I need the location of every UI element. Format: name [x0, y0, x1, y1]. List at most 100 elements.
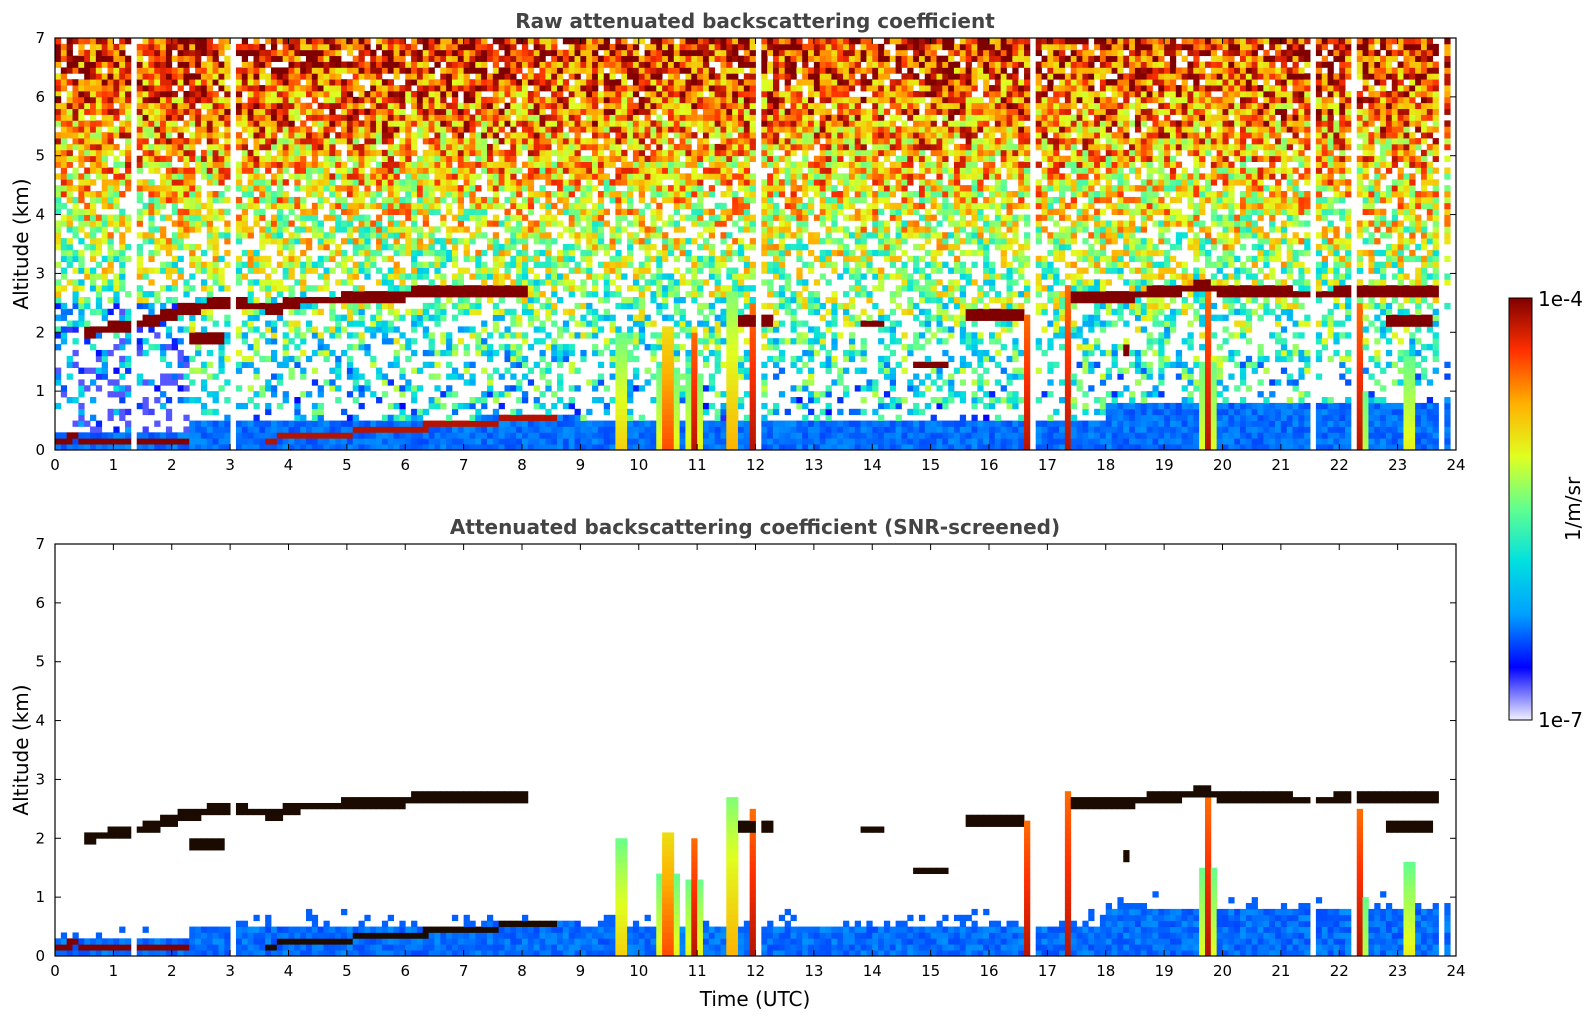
- heatmap-cell: [609, 155, 616, 162]
- heatmap-cell: [235, 43, 243, 51]
- heatmap-cell: [346, 96, 354, 104]
- heatmap-cell: [171, 173, 178, 180]
- heatmap-cell: [177, 43, 184, 51]
- heatmap-cell: [504, 185, 511, 192]
- heatmap-cell: [586, 185, 593, 192]
- heatmap-cell: [247, 149, 254, 157]
- heatmap-cell: [142, 438, 149, 445]
- heatmap-cell: [259, 155, 266, 162]
- heatmap-cell: [206, 102, 214, 110]
- heatmap-cell: [597, 67, 605, 74]
- heatmap-cell: [259, 102, 266, 110]
- heatmap-cell: [335, 367, 342, 374]
- heatmap-cell: [218, 49, 225, 57]
- heatmap-cell: [282, 220, 289, 227]
- heatmap-cell: [592, 149, 599, 157]
- heatmap-cell: [247, 326, 254, 333]
- heatmap-cell: [346, 344, 354, 351]
- heatmap-cell: [224, 132, 231, 139]
- heatmap-cell: [446, 167, 453, 174]
- heatmap-cell: [428, 196, 435, 204]
- heatmap-cell: [469, 291, 476, 298]
- heatmap-cell: [119, 49, 126, 57]
- heatmap-cell: [206, 90, 214, 98]
- heatmap-cell: [475, 102, 482, 110]
- heatmap-cell: [486, 79, 494, 86]
- heatmap-cell: [446, 361, 453, 368]
- heatmap-cell: [650, 191, 657, 198]
- heatmap-cell: [434, 61, 441, 68]
- heatmap-cell: [551, 432, 558, 439]
- heatmap-cell: [638, 296, 645, 304]
- heatmap-cell: [644, 73, 651, 80]
- heatmap-cell: [510, 61, 517, 68]
- heatmap-cell: [562, 149, 570, 157]
- heatmap-cell: [335, 361, 342, 368]
- heatmap-cell: [95, 79, 103, 86]
- heatmap-cell: [154, 67, 161, 74]
- heatmap-cell: [562, 161, 570, 168]
- heatmap-cell: [335, 214, 342, 221]
- heatmap-cell: [557, 379, 564, 386]
- heatmap-cell: [136, 102, 143, 110]
- heatmap-cell: [247, 279, 254, 286]
- heatmap-cell: [288, 249, 295, 257]
- heatmap-cell: [364, 273, 371, 280]
- heatmap-cell: [446, 67, 453, 74]
- heatmap-cell: [358, 338, 365, 345]
- heatmap-cell: [90, 126, 97, 133]
- heatmap-cell: [84, 232, 91, 239]
- heatmap-cell: [84, 173, 91, 180]
- heatmap-cell: [119, 85, 126, 92]
- heatmap-cell: [533, 361, 540, 368]
- heatmap-cell: [545, 332, 552, 339]
- heatmap-cell: [615, 261, 622, 268]
- heatmap-cell: [434, 208, 441, 215]
- heatmap-cell: [592, 308, 599, 316]
- heatmap-cell: [66, 373, 73, 380]
- heatmap-cell: [276, 55, 284, 62]
- heatmap-cell: [200, 420, 208, 427]
- heatmap-cell: [276, 155, 284, 162]
- heatmap-cell: [311, 202, 319, 210]
- heatmap-cell: [177, 438, 184, 445]
- heatmap-cell: [300, 185, 307, 192]
- heatmap-cell: [300, 426, 307, 433]
- heatmap-cell: [650, 355, 657, 363]
- heatmap-cell: [206, 73, 214, 80]
- heatmap-cell: [399, 426, 406, 433]
- heatmap-cell: [481, 291, 488, 298]
- heatmap-cell: [294, 426, 301, 433]
- heatmap-cell: [101, 220, 108, 227]
- heatmap-cell: [381, 173, 389, 180]
- heatmap-cell: [492, 132, 500, 139]
- heatmap-cell: [270, 296, 278, 304]
- heatmap-cell: [632, 43, 640, 51]
- heatmap-cell: [381, 114, 389, 121]
- heatmap-cell: [463, 208, 470, 215]
- heatmap-cell: [107, 308, 114, 316]
- heatmap-cell: [60, 67, 68, 74]
- heatmap-cell: [516, 149, 523, 157]
- heatmap-cell: [650, 296, 657, 304]
- heatmap-cell: [160, 349, 167, 357]
- heatmap-cell: [562, 38, 570, 45]
- heatmap-cell: [288, 143, 295, 151]
- heatmap-cell: [533, 102, 540, 110]
- heatmap-cell: [235, 402, 243, 410]
- heatmap-cell: [346, 43, 354, 51]
- heatmap-cell: [568, 49, 575, 57]
- heatmap-cell: [405, 67, 412, 74]
- heatmap-cell: [142, 314, 149, 321]
- heatmap-cell: [66, 126, 73, 133]
- heatmap-cell: [60, 285, 68, 292]
- heatmap-cell: [510, 361, 517, 368]
- heatmap-cell: [504, 49, 511, 57]
- heatmap-cell: [580, 102, 587, 110]
- heatmap-cell: [329, 314, 336, 321]
- heatmap-cell: [522, 143, 529, 151]
- heatmap-cell: [387, 444, 394, 450]
- heatmap-cell: [638, 338, 645, 345]
- heatmap-cell: [416, 226, 424, 233]
- heatmap-cell: [399, 38, 406, 45]
